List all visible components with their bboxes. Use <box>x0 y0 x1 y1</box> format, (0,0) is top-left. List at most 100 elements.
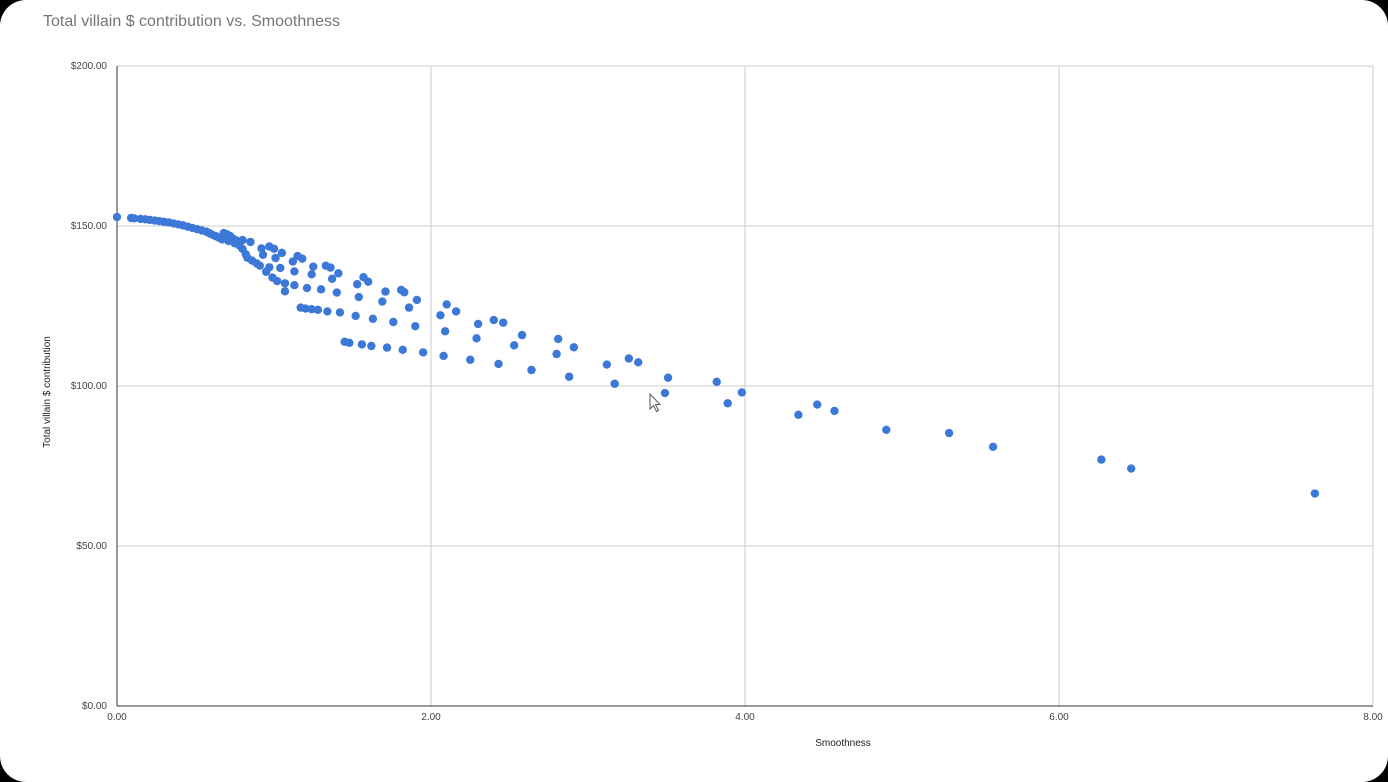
data-point <box>499 318 508 327</box>
data-point <box>473 319 483 329</box>
x-tick-label: 8.00 <box>1363 712 1383 723</box>
data-point <box>301 304 310 313</box>
data-point <box>302 283 312 293</box>
data-point <box>553 334 563 344</box>
data-point <box>398 345 407 355</box>
data-point <box>723 399 732 408</box>
data-point <box>327 274 337 283</box>
x-tick-label: 0.00 <box>107 712 127 723</box>
data-point <box>988 442 998 451</box>
data-point <box>378 297 387 306</box>
data-point <box>436 311 445 320</box>
data-point <box>472 334 481 343</box>
data-point <box>298 254 307 263</box>
x-tick-label: 4.00 <box>735 712 755 723</box>
x-tick-label: 2.00 <box>421 712 441 723</box>
data-point <box>316 285 326 294</box>
data-point <box>307 270 316 279</box>
data-point <box>276 263 285 273</box>
data-point <box>564 372 574 381</box>
data-point <box>269 244 279 253</box>
data-point <box>323 307 332 316</box>
data-point <box>345 338 354 347</box>
data-point <box>112 212 122 222</box>
data-point <box>569 343 579 352</box>
data-point <box>1310 489 1320 498</box>
data-point <box>271 253 280 263</box>
data-point <box>265 263 274 272</box>
data-point <box>466 355 475 364</box>
data-point <box>290 281 299 290</box>
data-point <box>411 321 420 331</box>
y-tick-label: $150.00 <box>71 221 108 232</box>
data-point <box>439 351 448 361</box>
data-point <box>813 400 822 409</box>
data-point <box>1097 455 1106 464</box>
gridlines <box>117 65 1374 706</box>
data-point <box>1127 464 1136 473</box>
data-point <box>326 263 335 272</box>
data-point <box>309 262 318 271</box>
chart-title: Total villain $ contribution vs. Smoothn… <box>43 13 341 30</box>
data-point <box>737 388 747 397</box>
data-point <box>335 308 345 317</box>
y-tick-label: $100.00 <box>71 381 108 392</box>
mouse-cursor-icon <box>649 392 662 413</box>
data-point <box>944 428 954 438</box>
data-point <box>246 237 255 247</box>
axes <box>116 66 1373 707</box>
data-point <box>389 317 398 327</box>
data-point <box>258 250 268 259</box>
data-point <box>381 287 390 296</box>
data-point <box>517 330 527 340</box>
data-point <box>332 288 341 297</box>
data-point <box>367 341 376 351</box>
data-point <box>334 269 343 278</box>
data-point <box>238 235 247 245</box>
data-point <box>663 373 673 382</box>
data-point <box>552 349 561 359</box>
data-point <box>280 279 290 288</box>
data-point <box>130 214 139 223</box>
data-point <box>255 261 265 270</box>
data-point <box>404 303 414 312</box>
data-point <box>272 276 282 286</box>
data-point <box>527 365 536 375</box>
y-tick-label: $50.00 <box>76 541 107 552</box>
data-point <box>313 305 323 315</box>
y-tick-label: $0.00 <box>82 701 107 712</box>
data-point <box>307 305 316 314</box>
data-point <box>510 341 519 350</box>
data-point <box>382 343 392 352</box>
data-point <box>794 410 803 419</box>
data-point <box>412 295 422 305</box>
data-point <box>364 277 373 286</box>
data-point <box>602 360 612 369</box>
data-point <box>489 315 498 325</box>
data-point <box>400 288 409 297</box>
data-point <box>451 307 461 316</box>
data-point <box>353 280 362 289</box>
data-point <box>442 300 451 309</box>
y-tick-label: $200.00 <box>71 61 108 72</box>
data-point <box>660 388 670 398</box>
data-point <box>277 248 287 258</box>
tick-labels: 0.00 2.00 4.00 6.00 8.00 $0.00 $50.00 $100.00 $1… <box>71 61 1383 723</box>
data-point <box>882 425 891 435</box>
data-point <box>280 287 290 296</box>
data-point <box>494 359 503 369</box>
data-point <box>288 257 298 266</box>
data-point <box>418 348 428 357</box>
data-points <box>112 212 1320 498</box>
data-point <box>830 406 839 416</box>
x-tick-label: 6.00 <box>1049 712 1069 723</box>
data-point <box>290 267 299 276</box>
data-point <box>354 292 363 302</box>
data-point <box>351 311 360 321</box>
data-point <box>634 358 643 367</box>
y-axis-label: Total villain $ contribution <box>42 336 53 448</box>
data-point <box>624 354 634 363</box>
data-point <box>357 340 367 349</box>
